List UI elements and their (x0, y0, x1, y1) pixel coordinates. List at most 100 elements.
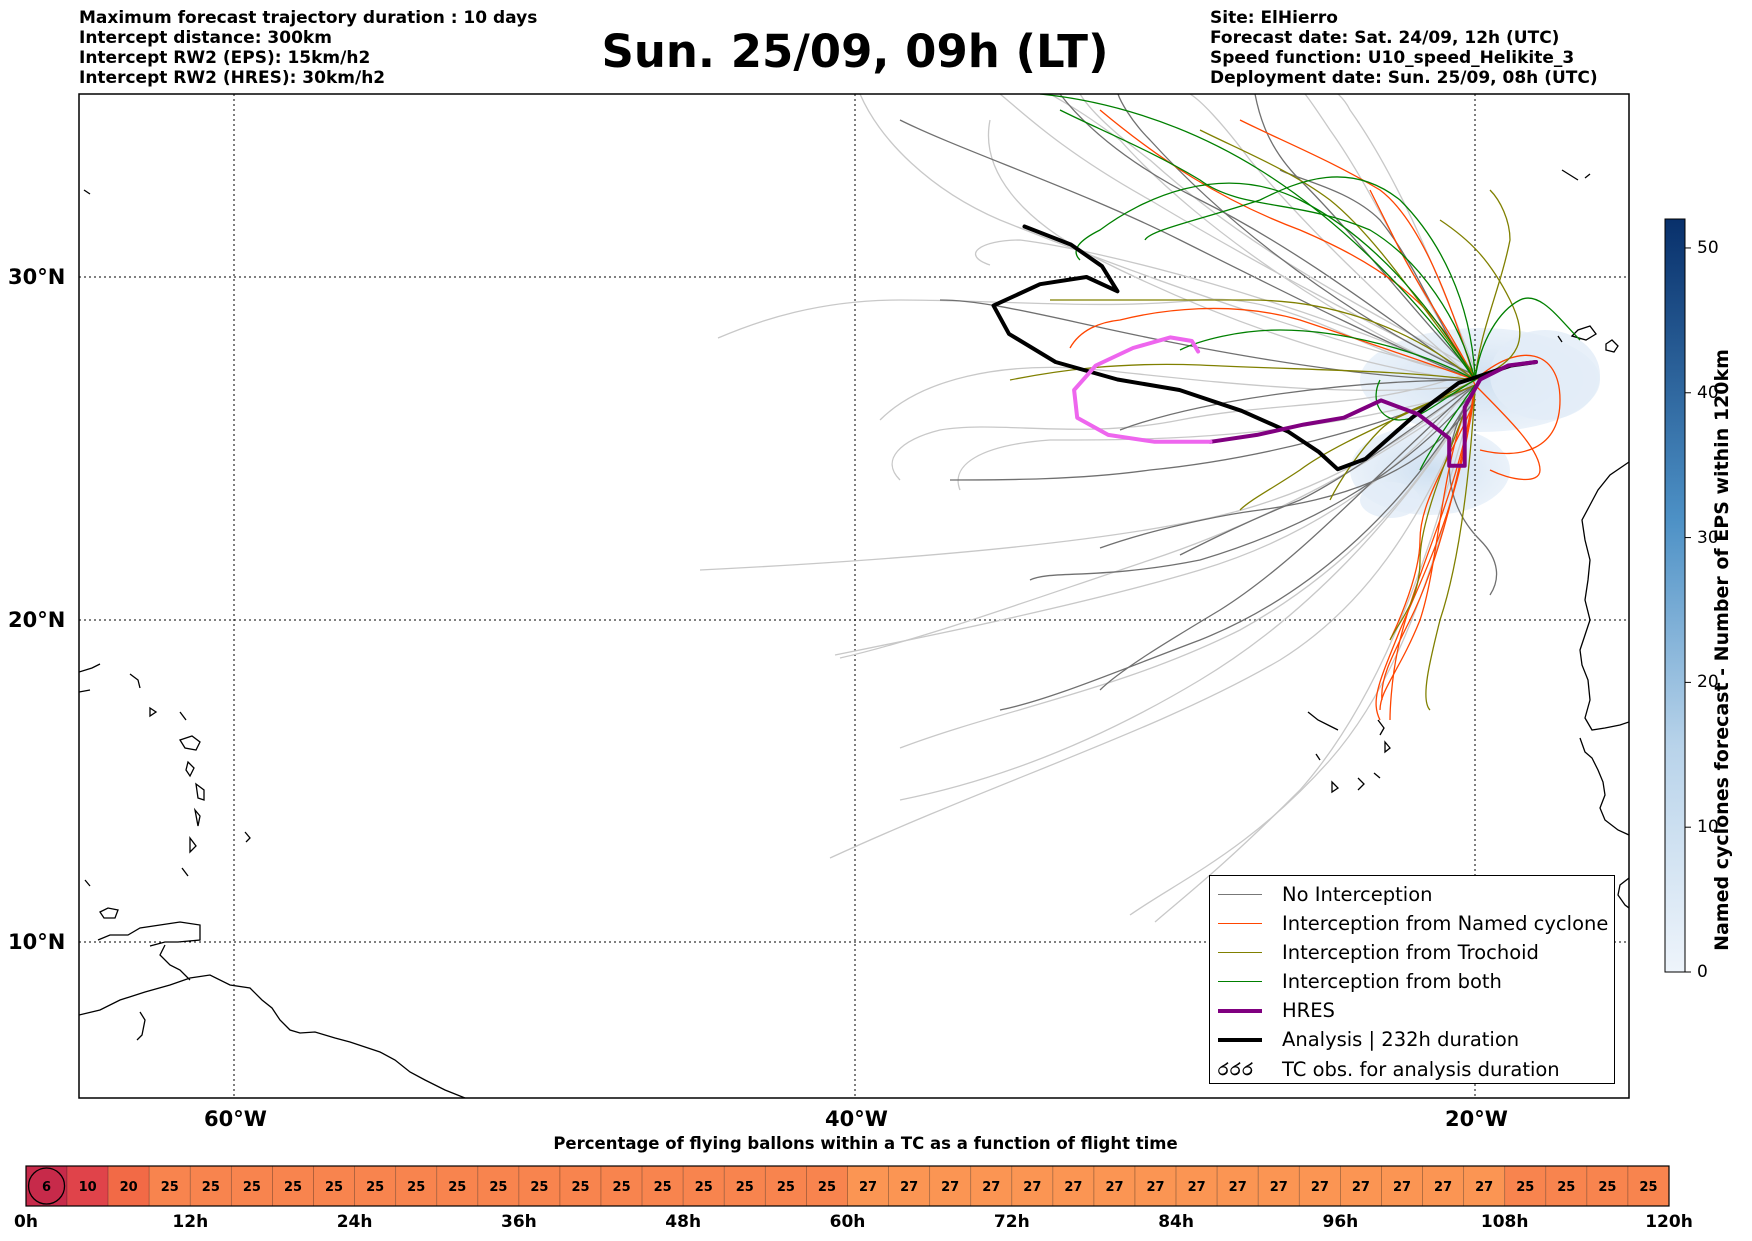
timeline-value: 27 (1188, 1180, 1206, 1195)
legend-swatch (1218, 894, 1262, 895)
timeline-value: 6 (42, 1180, 51, 1195)
legend-label: Interception from Named cyclone (1282, 912, 1609, 935)
track-analysis-232h-duration (991, 224, 1538, 472)
timeline-cell (806, 1165, 848, 1207)
timeline-cell (1134, 1165, 1177, 1207)
y-tick-label: 30°N (8, 265, 66, 289)
x-tick-label: 60°W (204, 1107, 267, 1131)
timeline-value: 25 (161, 1180, 179, 1195)
timeline-value: 27 (1105, 1180, 1123, 1195)
timeline-value: 25 (489, 1180, 507, 1195)
map-frame (78, 93, 1630, 1099)
timeline-value: 25 (1639, 1180, 1657, 1195)
legend-label: Interception from both (1282, 970, 1502, 993)
timeline-cell (1504, 1165, 1547, 1207)
timeline-value: 27 (982, 1180, 1000, 1195)
timeline-value: 27 (1023, 1180, 1041, 1195)
colorbar-tick-label: 10 (1697, 817, 1719, 838)
header-left-line: Intercept RW2 (EPS): 15km/h2 (79, 48, 371, 68)
timeline-tick-label: 108h (1480, 1212, 1529, 1232)
timeline-title: Percentage of flying ballons within a TC… (553, 1134, 1178, 1153)
timeline-value: 25 (1516, 1180, 1534, 1195)
timeline-value: 25 (695, 1180, 713, 1195)
timeline-cell (313, 1165, 355, 1207)
y-tick-label: 20°N (8, 608, 66, 632)
timeline-tick-label: 60h (829, 1212, 866, 1232)
timeline-value: 20 (120, 1180, 138, 1195)
timeline-cell (436, 1165, 479, 1207)
header-right-line: Site: ElHierro (1210, 8, 1338, 28)
y-tick-label: 10°N (8, 930, 66, 954)
timeline-tick-label: 120h (1645, 1212, 1693, 1232)
legend-swatch (1218, 1037, 1262, 1042)
track-hres-extension (1072, 335, 1213, 444)
header-right-line: Deployment date: Sun. 25/09, 08h (UTC) (1210, 68, 1598, 88)
timeline-cell (1545, 1165, 1588, 1207)
legend: No Interception Interception from Named … (1209, 875, 1615, 1084)
timeline-cell (847, 1165, 889, 1207)
timeline-cell (1340, 1165, 1382, 1207)
colorbar (1664, 218, 1686, 973)
timeline-strip: 6 10 20 25 25 25 25 25 25 25 25 25 25 25 25 25 25 25 25 25 2… (25, 1165, 1670, 1207)
colorbar-tick-label: 40 (1697, 382, 1719, 403)
timeline-value: 27 (859, 1180, 877, 1195)
legend-swatch (1218, 923, 1262, 924)
timeline-tick-label: 48h (665, 1212, 702, 1232)
timeline-value: 27 (1270, 1180, 1288, 1195)
timeline-value: 25 (243, 1180, 261, 1195)
timeline-cell (1052, 1165, 1095, 1207)
eps-trajectories (699, 94, 1581, 923)
timeline-value: 25 (366, 1180, 384, 1195)
timeline-value: 27 (1434, 1180, 1452, 1195)
legend-entry: HRES (1210, 996, 1335, 1025)
header-left: Maximum forecast trajectory duration : 1… (79, 8, 537, 88)
legend-swatch (1218, 981, 1262, 982)
header-left-line: Maximum forecast trajectory duration : 1… (79, 8, 538, 28)
timeline-cell (1298, 1165, 1341, 1207)
timeline-value: 27 (1475, 1180, 1493, 1195)
timeline-cell (1463, 1165, 1506, 1207)
timeline-value: 27 (1352, 1180, 1370, 1195)
legend-swatch (1218, 1008, 1262, 1013)
header-left-line: Intercept RW2 (HRES): 30km/h2 (79, 68, 386, 88)
timeline-value: 27 (941, 1180, 959, 1195)
timeline-tick-label: 12h (172, 1212, 209, 1232)
timeline-value: 25 (325, 1180, 343, 1195)
colorbar-tick-label: 0 (1697, 962, 1708, 982)
colorbar-tick-label: 50 (1697, 237, 1719, 258)
timeline-cell (25, 1165, 68, 1207)
legend-label: Analysis | 232h duration (1282, 1028, 1520, 1051)
timeline-cell (929, 1165, 972, 1207)
legend-entry: ර ර ර TC obs. for analysis duration (1210, 1055, 1560, 1084)
header-left-line: Intercept distance: 300km (79, 28, 332, 48)
timeline-tick-label: 72h (993, 1212, 1030, 1232)
timeline-tick-label: 24h (336, 1212, 373, 1232)
legend-label: Interception from Trochoid (1282, 941, 1539, 964)
legend-label: HRES (1282, 999, 1335, 1022)
legend-entry: Interception from both (1210, 967, 1502, 996)
main-tracks (991, 224, 1538, 472)
legend-entry: Interception from Trochoid (1210, 938, 1539, 967)
page-title: Sun. 25/09, 09h (LT) (601, 25, 1109, 78)
timeline-cell (230, 1165, 273, 1207)
timeline-highlight-circle (27, 1167, 66, 1205)
timeline-cell (395, 1165, 438, 1207)
timeline-value: 25 (571, 1180, 589, 1195)
timeline-value: 25 (530, 1180, 548, 1195)
timeline-tick-label: 0h (14, 1212, 38, 1232)
colorbar-label: Named cyclones forecast - Number of EPS … (1711, 349, 1733, 951)
timeline-value: 25 (654, 1180, 672, 1195)
header-right: Site: ElHierro Forecast date: Sat. 24/09… (1210, 8, 1598, 88)
timeline-value: 25 (202, 1180, 220, 1195)
x-tick-label: 20°W (1445, 1107, 1508, 1131)
timeline-frame (25, 1165, 1670, 1207)
timeline-tick-label: 84h (1158, 1212, 1194, 1232)
header-right-line: Speed function: U10_speed_Helikite_3 (1210, 48, 1575, 68)
timeline-tick-label: 36h (501, 1212, 537, 1232)
timeline-value: 27 (900, 1180, 918, 1195)
timeline-cell (66, 1165, 109, 1207)
legend-entry: Analysis | 232h duration (1210, 1025, 1519, 1054)
colorbar-tick-label: 30 (1697, 527, 1719, 548)
timeline-value: 25 (818, 1180, 836, 1195)
